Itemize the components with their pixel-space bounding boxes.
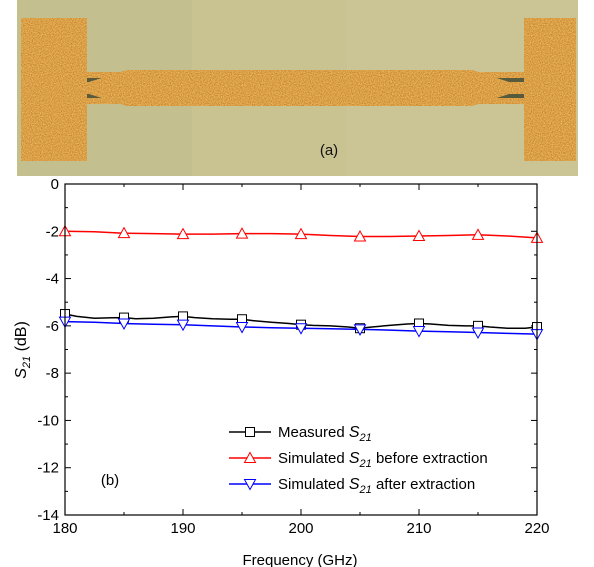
photo-signal-line <box>45 70 555 106</box>
y-tick-label: -8 <box>46 365 59 382</box>
series-point <box>412 326 426 338</box>
legend-label-subscript: 21 <box>359 432 372 444</box>
series-point <box>117 318 131 331</box>
series-1 <box>58 224 544 243</box>
legend-label: Simulated S21 before extraction <box>278 450 488 470</box>
legend-label: Measured S21 <box>278 424 372 444</box>
s21-chart: 0 -2 -4 -6 -8 -10 -12 -14 180 190 200 210 220 Frequ… <box>13 176 550 567</box>
y-tick-label: -12 <box>37 460 59 477</box>
series-point <box>294 323 308 335</box>
series-layer <box>58 224 544 341</box>
y-tick-label: 0 <box>51 176 59 193</box>
legend-swatch-marker <box>243 479 257 491</box>
series-point <box>176 227 190 240</box>
y-tick-label: -10 <box>37 412 59 429</box>
legend-label: Simulated S21 after extraction <box>278 476 475 496</box>
y-axis-label-unit: (dB) <box>13 321 30 356</box>
legend-label-subscript: 21 <box>359 484 372 496</box>
y-axis-label: S21 (dB) <box>13 321 33 379</box>
legend-swatch-marker <box>245 427 255 437</box>
legend-label-symbol: S <box>349 450 360 467</box>
legend-entry: Measured S21 <box>229 424 372 444</box>
legend-entry: Simulated S21 after extraction <box>229 476 475 496</box>
legend-label-prefix: Measured <box>278 424 349 441</box>
series-point <box>294 227 308 240</box>
y-tick-label: -14 <box>37 507 59 524</box>
x-tick-label: 210 <box>406 520 431 537</box>
series-point <box>353 324 367 336</box>
legend-label-symbol: S <box>349 424 360 441</box>
photo-label: (a) <box>320 142 338 159</box>
legend-label-suffix: after extraction <box>372 476 475 493</box>
legend-entry: Simulated S21 before extraction <box>229 450 488 470</box>
x-tick-label: 190 <box>170 520 195 537</box>
device-photo: (a) <box>17 0 578 176</box>
x-axis-label: Frequency (GHz) <box>242 552 357 567</box>
photo-right-ground-arm-top <box>472 72 568 78</box>
series-point <box>353 229 367 242</box>
legend-swatch-marker <box>243 451 257 463</box>
series-2 <box>58 316 544 341</box>
panel-label: (b) <box>101 472 119 489</box>
y-axis-label-subscript: 21 <box>21 356 33 369</box>
series-point <box>471 228 485 240</box>
photo-right-ground-arm-bottom <box>472 98 568 104</box>
y-tick-label: -2 <box>46 223 59 240</box>
x-tick-label: 200 <box>288 520 313 537</box>
series-point <box>117 226 131 239</box>
x-tick-label: 220 <box>524 520 549 537</box>
series-point <box>412 229 426 242</box>
series-point <box>235 322 249 334</box>
series-point <box>176 319 190 332</box>
legend-label-prefix: Simulated <box>278 450 349 467</box>
y-tick-labels: 0 -2 -4 -6 -8 -10 -12 -14 <box>37 176 59 524</box>
series-point <box>471 327 485 340</box>
series-point <box>235 227 249 239</box>
y-tick-label: -6 <box>46 318 59 335</box>
series-point <box>178 311 188 322</box>
legend-label-suffix: before extraction <box>372 450 488 467</box>
photo-left-ground-arm-bottom <box>29 98 125 104</box>
plot-frame <box>64 183 538 516</box>
x-tick-label: 180 <box>52 520 77 537</box>
legend-label-prefix: Simulated <box>278 476 349 493</box>
y-tick-label: -4 <box>46 271 59 288</box>
x-tick-labels: 180 190 200 210 220 <box>52 520 549 537</box>
legend-label-symbol: S <box>349 476 360 493</box>
photo-left-ground-arm-top <box>29 72 125 78</box>
y-axis-label-symbol: S <box>13 368 30 379</box>
photo-metal <box>21 18 576 161</box>
legend-label-subscript: 21 <box>359 458 372 470</box>
